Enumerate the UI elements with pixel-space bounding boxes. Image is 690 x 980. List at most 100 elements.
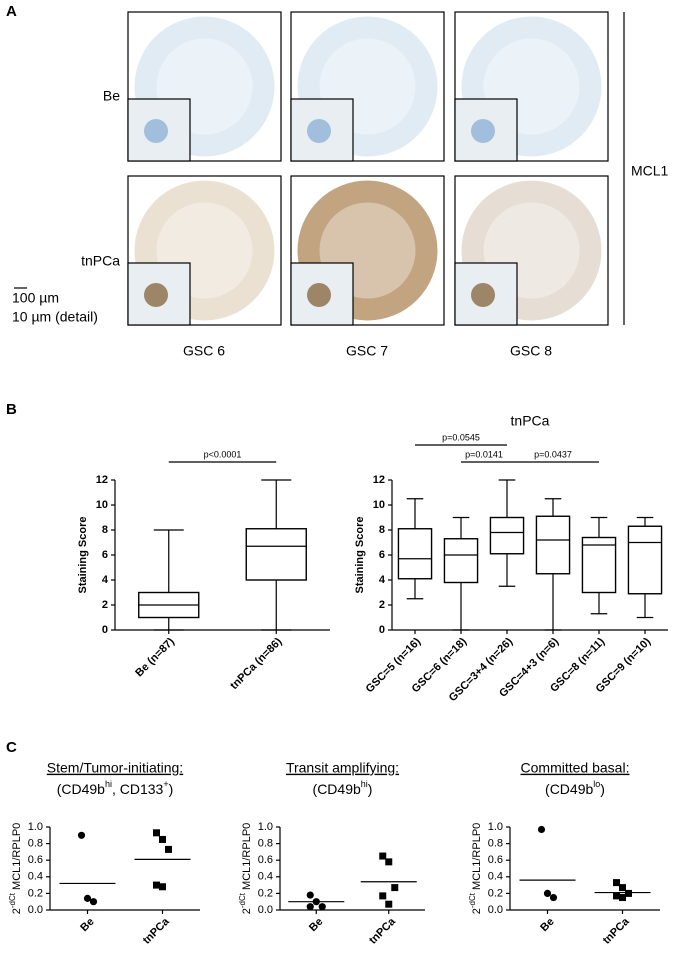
data-point <box>159 883 166 891</box>
data-point <box>379 852 387 860</box>
y-tick-label: 0.2 <box>258 887 273 899</box>
superscript: hi <box>361 779 368 789</box>
data-point <box>619 884 626 892</box>
y-tick-label: 12 <box>96 474 108 486</box>
data-point <box>77 831 86 839</box>
label-part: MCL1/RPLP0 <box>11 823 23 893</box>
y-tick-label: 8 <box>379 524 385 536</box>
data-point <box>306 903 314 911</box>
superscript: -dCt <box>8 892 17 908</box>
y-tick-label: 0.8 <box>258 838 273 850</box>
y-axis-label: Staining Score <box>77 516 89 593</box>
chart-title: Committed basal: <box>521 760 630 776</box>
y-tick-label: 0.2 <box>488 887 503 899</box>
superscript: -dCt <box>468 892 477 908</box>
y-tick-label: 1.0 <box>28 821 43 833</box>
panel-label: A <box>6 3 17 20</box>
label-part: MCL1/RPLP0 <box>471 823 483 893</box>
panel-label: B <box>6 401 17 418</box>
data-point <box>537 825 546 834</box>
y-axis-label: 2-dCt MCL1/RPLP0 <box>8 823 23 915</box>
x-tick-label: Be (n=87) <box>133 635 177 679</box>
y-tick-label: 0.0 <box>258 904 273 916</box>
x-tick-label: Be <box>307 916 325 934</box>
data-point <box>613 879 620 887</box>
data-point <box>613 892 620 900</box>
p-value: p=0.0545 <box>442 432 480 442</box>
data-point <box>543 889 552 898</box>
data-point <box>89 898 98 906</box>
box <box>443 538 479 584</box>
chart-title: Stem/Tumor-initiating: <box>47 760 183 776</box>
panel-label: C <box>6 739 17 756</box>
box <box>397 528 433 580</box>
y-tick-label: 8 <box>102 524 108 536</box>
y-tick-label: 0.6 <box>28 854 43 866</box>
inset-cell <box>307 119 331 143</box>
y-tick-label: 6 <box>102 549 108 561</box>
data-point <box>379 892 387 900</box>
data-point <box>306 891 314 899</box>
box <box>627 525 663 595</box>
superscript: hi <box>105 779 112 789</box>
y-tick-label: 1.0 <box>258 821 273 833</box>
data-point <box>619 894 626 902</box>
p-value: p=0.0437 <box>534 449 572 459</box>
data-point <box>385 858 393 866</box>
subtitle-part: ) <box>169 781 174 797</box>
subtitle-part: (CD49b <box>313 781 361 797</box>
p-value: p<0.0001 <box>204 449 242 459</box>
y-tick-label: 1.0 <box>488 821 503 833</box>
row-label: Be <box>103 88 120 104</box>
inset-cell <box>307 283 331 307</box>
scale-text: 10 µm (detail) <box>12 309 98 325</box>
label-part: 2 <box>11 908 23 914</box>
box <box>535 515 571 575</box>
label-part: 2 <box>241 908 253 914</box>
chart-title: Transit amplifying: <box>286 760 399 776</box>
y-tick-label: 2 <box>379 599 385 611</box>
x-tick-label: Be <box>78 916 96 934</box>
inset-cell <box>144 119 168 143</box>
data-point <box>318 903 326 911</box>
y-tick-label: 4 <box>379 574 386 586</box>
y-tick-label: 12 <box>373 474 385 486</box>
y-axis-label: Staining Score <box>354 516 366 593</box>
data-point <box>153 881 160 889</box>
y-tick-label: 0.0 <box>488 904 503 916</box>
chart-title: tnPCa <box>511 413 550 429</box>
side-label: MCL1 <box>631 163 669 179</box>
chart-subtitle: (CD49bhi, CD133+) <box>57 779 174 796</box>
data-point <box>159 835 166 843</box>
y-tick-label: 0.2 <box>28 887 43 899</box>
y-tick-label: 0.8 <box>488 838 503 850</box>
y-tick-label: 0 <box>379 624 385 636</box>
y-tick-label: 2 <box>102 599 108 611</box>
subtitle-part: (CD49b <box>545 781 593 797</box>
box <box>245 528 307 581</box>
y-tick-label: 0.8 <box>28 838 43 850</box>
x-tick-label: tnPCa <box>367 915 399 947</box>
inset-cell <box>471 119 495 143</box>
inset-cell <box>144 283 168 307</box>
subtitle-part: , CD133 <box>112 781 164 797</box>
box <box>581 536 617 594</box>
superscript: lo <box>593 779 600 789</box>
row-label: tnPCa <box>81 253 120 269</box>
scale-text: 100 µm <box>12 290 59 306</box>
data-point <box>385 900 393 908</box>
col-label: GSC 7 <box>346 343 388 359</box>
data-point <box>549 893 558 902</box>
superscript: + <box>163 779 168 789</box>
y-tick-label: 4 <box>102 574 109 586</box>
col-label: GSC 6 <box>183 343 225 359</box>
subtitle-part: (CD49b <box>57 781 105 797</box>
y-tick-label: 10 <box>373 499 385 511</box>
x-tick-label: tnPCa <box>601 915 633 947</box>
subtitle-part: ) <box>368 781 373 797</box>
y-tick-label: 0.6 <box>258 854 273 866</box>
y-tick-label: 10 <box>96 499 108 511</box>
data-point <box>165 845 172 853</box>
inset-cell <box>471 283 495 307</box>
